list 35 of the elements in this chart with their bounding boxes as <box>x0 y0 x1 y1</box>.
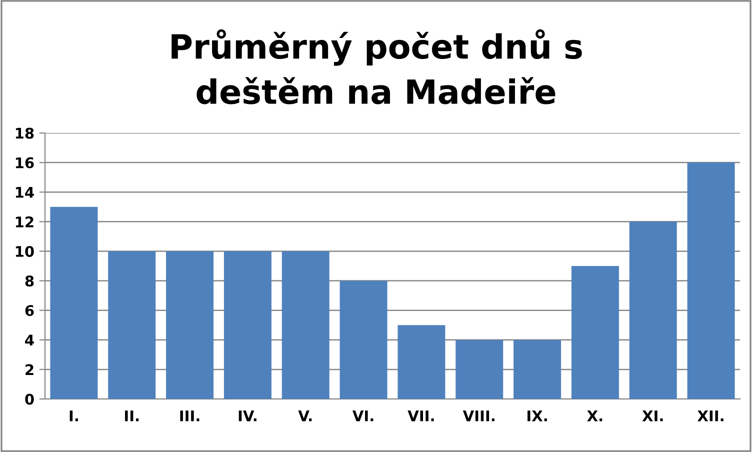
y-tick-label: 0 <box>25 394 34 405</box>
x-tick-label: II. <box>125 410 139 422</box>
y-tick-label: 12 <box>16 216 34 228</box>
x-tick-label: V. <box>298 410 312 422</box>
bar <box>571 266 619 399</box>
bar <box>282 251 330 399</box>
x-tick-label: VI. <box>352 410 374 422</box>
bar <box>398 325 446 399</box>
bar <box>108 251 156 399</box>
x-tick-label: I. <box>70 410 78 422</box>
x-tick-label: X. <box>587 410 602 422</box>
bar <box>687 162 735 399</box>
y-tick-label: 18 <box>16 128 34 139</box>
bar <box>514 340 562 399</box>
bar <box>224 251 272 399</box>
y-tick-label: 10 <box>16 246 34 257</box>
bar <box>629 222 677 399</box>
y-tick-label: 8 <box>25 275 34 287</box>
bar <box>50 206 98 399</box>
x-tick-label: XII. <box>698 410 724 422</box>
chart-title: Průměrný počet dnů s deštěm na Madeiře <box>172 29 582 104</box>
y-tick-label: 2 <box>26 364 34 375</box>
bar <box>456 340 504 399</box>
x-tick-label: VIII. <box>462 410 494 422</box>
bar <box>340 280 388 399</box>
x-tick-label: III. <box>180 410 200 422</box>
bar <box>166 251 214 399</box>
y-tick-label: 14 <box>16 187 34 198</box>
x-tick-label: IV. <box>238 410 256 422</box>
x-tick-label: VII. <box>408 410 434 422</box>
y-tick-label: 16 <box>16 157 34 168</box>
x-tick-label: XI. <box>642 410 663 422</box>
y-tick-label: 4 <box>25 334 34 346</box>
x-tick-label: IX. <box>528 410 547 422</box>
y-tick-label: 6 <box>25 305 34 316</box>
